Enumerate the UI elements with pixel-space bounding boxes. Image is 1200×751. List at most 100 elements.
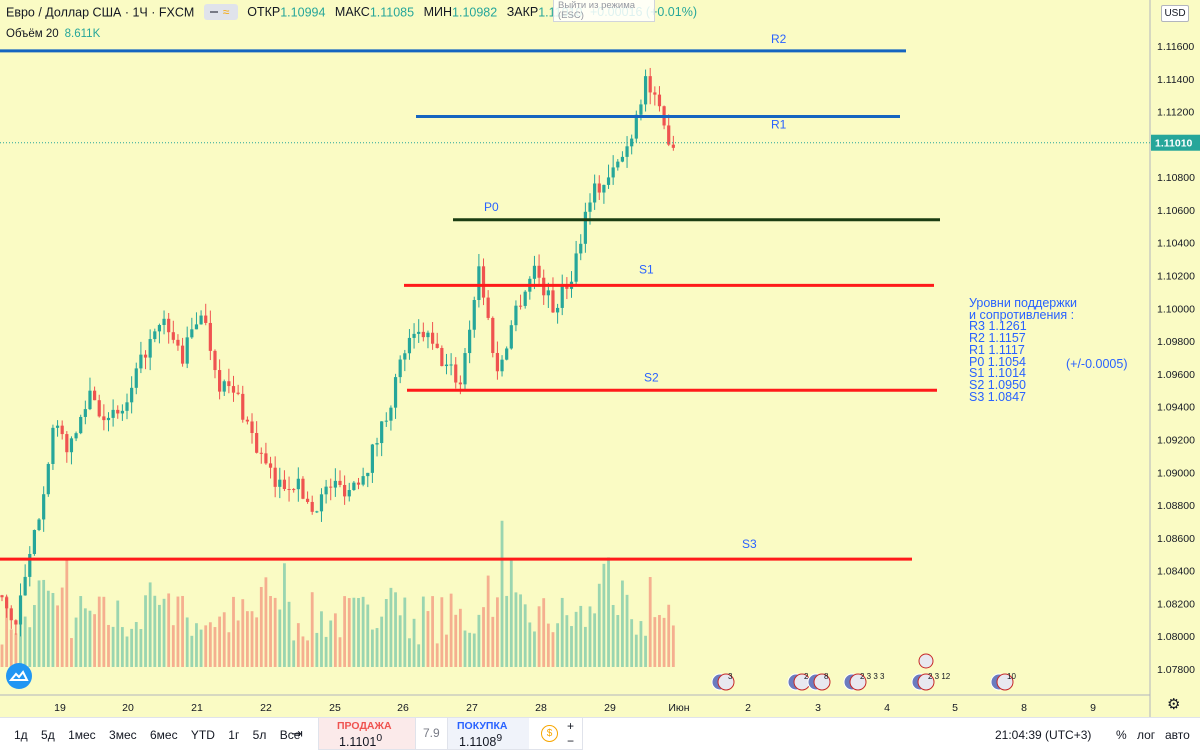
y-tick-label: 1.09800 [1157, 336, 1195, 348]
x-tick-label: 21 [191, 702, 203, 714]
info-icon[interactable]: $ [541, 725, 558, 742]
volume-bar [14, 633, 18, 667]
volume-bar [273, 597, 277, 667]
range-button[interactable]: YTD [190, 728, 215, 742]
range-button[interactable]: 1мес [68, 728, 96, 742]
volume-bar [144, 595, 147, 667]
volume-bar [509, 559, 513, 667]
percent-toggle[interactable]: % [1116, 728, 1127, 742]
x-tick-label: 5 [952, 702, 958, 714]
x-tick-label: 19 [54, 702, 66, 714]
candle-body [305, 498, 310, 502]
candle-body [23, 576, 27, 596]
auto-toggle[interactable]: авто [1165, 728, 1190, 742]
clock-display[interactable]: 21:04:39 (UTC+3) [995, 728, 1092, 742]
tooltip-line2: (ESC) [558, 10, 584, 21]
volume-bar [570, 626, 573, 667]
indicator-toggle[interactable]: ≈ [203, 4, 238, 20]
wave-icon: ≈ [222, 5, 230, 19]
x-tick-label: Июн [668, 702, 689, 714]
volume-bar [125, 636, 129, 667]
candle-body [83, 409, 87, 417]
volume-bar [616, 615, 620, 667]
buy-button[interactable] [447, 718, 529, 749]
tradingview-logo-icon[interactable] [6, 663, 32, 689]
volume-bar [0, 644, 4, 667]
range-button[interactable]: 3мес [109, 728, 137, 742]
volume-bar [232, 596, 235, 667]
divider [415, 718, 416, 749]
candle-body [190, 329, 194, 338]
sell-price-sup: 0 [376, 733, 383, 744]
volume-bar [296, 623, 300, 667]
volume-bar [93, 614, 96, 667]
level-label-p0: P0 [484, 200, 499, 214]
volume-bar [227, 632, 231, 667]
volume-bar [523, 604, 527, 667]
volume-bar [648, 577, 652, 667]
volume-bar [88, 610, 92, 667]
volume-bar [51, 592, 55, 667]
candle-body [639, 104, 643, 115]
candle-body [255, 433, 259, 453]
candle-body [231, 386, 236, 393]
candle-body [296, 478, 300, 490]
sell-button[interactable] [319, 718, 415, 749]
y-tick-label: 1.11200 [1157, 107, 1194, 119]
volume-bar [449, 593, 453, 667]
candle-body [389, 407, 393, 421]
event-flag-icon [996, 673, 1014, 691]
volume-bar [514, 592, 518, 667]
plus-button[interactable]: + [567, 719, 575, 733]
level-line: S2 1.0950 [969, 377, 1026, 392]
candle-body [97, 400, 101, 417]
level-line: R3 1.1261 [969, 319, 1027, 334]
range-button[interactable]: Все [279, 728, 301, 742]
y-tick-label: 1.10000 [1157, 303, 1195, 315]
candle-body [588, 202, 592, 212]
candle-body [505, 348, 509, 360]
event-flag-icon [917, 673, 935, 691]
goto-date-icon[interactable]: ⇥ [292, 726, 303, 741]
symbol-title[interactable]: Евро / Доллар США · 1Ч · FXCM [6, 5, 195, 20]
volume-bar [329, 620, 333, 667]
low-label: МИН [423, 5, 453, 20]
volume-bar [625, 594, 629, 667]
y-tick-label: 1.07800 [1157, 664, 1195, 676]
range-button[interactable]: 1г [228, 728, 240, 742]
candle-body [602, 184, 606, 193]
range-button[interactable]: 1д [14, 728, 28, 742]
candle-body [579, 243, 583, 254]
x-tick-label: 4 [884, 702, 890, 714]
divider [447, 718, 448, 749]
candle-body [347, 490, 351, 497]
candle-body [500, 359, 504, 372]
candle-body [301, 478, 305, 499]
bottom-toolbar: 1д 5д 1мес 3мес 6мес YTD 1г 5л Все ⇥ 21:… [0, 717, 1200, 751]
volume-bar [482, 607, 485, 667]
currency-button[interactable]: USD [1161, 5, 1189, 22]
candle-body [375, 443, 379, 445]
gear-icon[interactable]: ⚙ [1167, 696, 1181, 713]
event-count: 8 [824, 672, 829, 681]
candle-body [9, 608, 13, 621]
buy-price: 1.11089 [459, 733, 502, 749]
y-tick-label: 1.08800 [1157, 500, 1195, 512]
range-button[interactable]: 6мес [149, 728, 178, 742]
minus-button[interactable]: − [567, 734, 575, 748]
x-tick-label: 25 [329, 702, 341, 714]
volume-bar [412, 618, 416, 667]
volume-bar [259, 586, 263, 667]
price-chart[interactable]: 1.116001.114001.112001.110001.108001.106… [0, 0, 1200, 717]
candle-body [194, 324, 199, 330]
log-toggle[interactable]: лог [1137, 728, 1156, 742]
range-button[interactable]: 5д [41, 728, 55, 742]
candle-body [532, 265, 537, 279]
y-tick-label: 1.10600 [1157, 205, 1195, 217]
candle-body [463, 353, 467, 385]
candle-body [560, 284, 564, 308]
range-button[interactable]: 5л [252, 728, 267, 742]
volume-bar [357, 598, 360, 667]
volume-label: Объём 20 [6, 28, 59, 40]
volume-bar [583, 626, 587, 667]
